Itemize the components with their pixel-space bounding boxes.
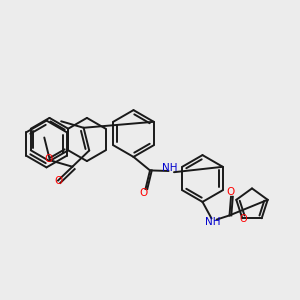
Text: O: O — [227, 187, 235, 197]
Text: O: O — [140, 188, 148, 198]
Text: NH: NH — [162, 163, 178, 173]
Text: O: O — [44, 154, 52, 164]
Text: O: O — [55, 176, 63, 185]
Text: O: O — [239, 214, 247, 224]
Text: NH: NH — [205, 217, 220, 227]
